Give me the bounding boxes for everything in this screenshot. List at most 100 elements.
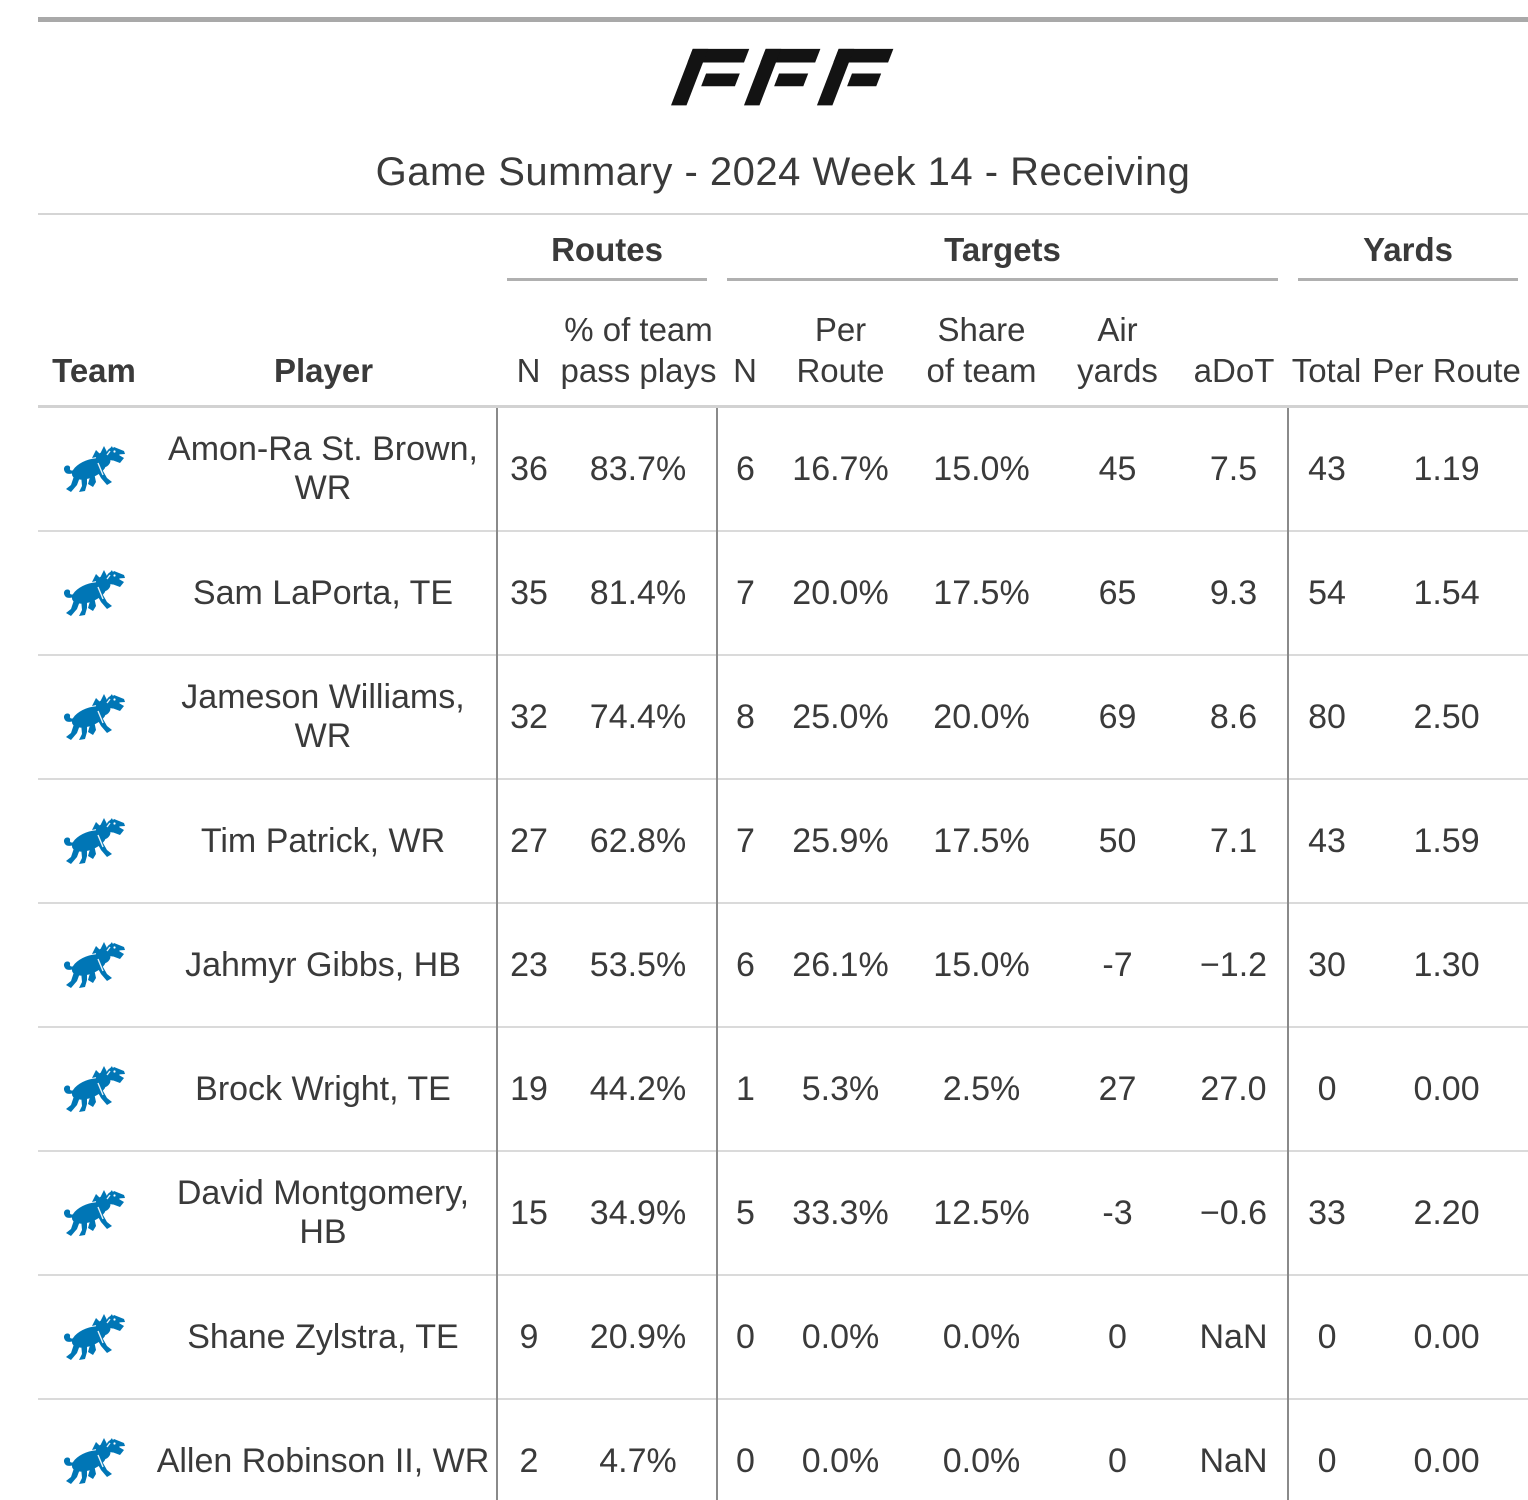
column-header-player: Player	[150, 281, 497, 408]
table-row: Sam LaPorta, TE 35 81.4% 7 20.0% 17.5% 6…	[38, 530, 1528, 655]
yards-per-route-cell: 2.50	[1365, 654, 1528, 779]
table-row: Amon-Ra St. Brown, WR 36 83.7% 6 16.7% 1…	[38, 406, 1528, 532]
routes-pct-cell: 53.5%	[560, 902, 717, 1027]
yards-underline	[1298, 278, 1519, 281]
share-cell: 20.0%	[908, 654, 1055, 779]
share-cell: 17.5%	[908, 530, 1055, 655]
targets-n-cell: 0	[716, 1274, 773, 1399]
pff-logo	[38, 22, 1528, 138]
share-cell: 0.0%	[908, 1274, 1055, 1399]
adot-cell: 7.5	[1209, 449, 1258, 488]
detroit-lions-logo-icon	[63, 1190, 125, 1236]
air-yards-cell: 27	[1055, 1026, 1180, 1151]
share-cell: 17.5%	[908, 778, 1055, 903]
detroit-lions-logo-icon	[63, 1314, 125, 1360]
routes-pct-cell: 81.4%	[560, 530, 717, 655]
yards-per-route-cell: 0.00	[1365, 1398, 1528, 1500]
routes-n-cell: 19	[496, 1026, 560, 1151]
yards-per-route-cell: 1.19	[1413, 449, 1480, 488]
detroit-lions-logo-icon	[63, 1438, 125, 1484]
yards-per-route-cell: 1.59	[1365, 778, 1528, 903]
targets-n-cell: 7	[716, 778, 773, 903]
player-cell: Allen Robinson II, WR	[150, 1398, 497, 1500]
detroit-lions-logo-icon	[63, 570, 125, 616]
team-cell	[38, 530, 150, 655]
group-header-targets: Targets	[717, 215, 1288, 281]
routes-pct-cell: 62.8%	[560, 778, 717, 903]
share-cell: 0.0%	[908, 1398, 1055, 1500]
per-route-cell: 25.9%	[773, 778, 908, 903]
adot-cell: NaN	[1180, 1274, 1289, 1399]
routes-pct-cell: 74.4%	[560, 654, 717, 779]
column-header-total: Total	[1288, 281, 1366, 408]
team-cell	[38, 407, 150, 532]
detroit-lions-logo-icon	[63, 694, 125, 740]
column-header-adot: aDoT	[1180, 281, 1289, 408]
share-cell: 2.5%	[908, 1026, 1055, 1151]
player-cell: Jahmyr Gibbs, HB	[150, 902, 497, 1027]
player-cell: Tim Patrick, WR	[150, 778, 497, 903]
share-cell: 15.0%	[933, 449, 1030, 488]
total-cell: 80	[1287, 654, 1366, 779]
table-row: Jahmyr Gibbs, HB 23 53.5% 6 26.1% 15.0% …	[38, 902, 1528, 1027]
detroit-lions-logo-icon	[63, 1066, 125, 1112]
pff-logo-icon	[671, 48, 894, 106]
column-header-yards-per-route: Per Route	[1365, 281, 1528, 408]
detroit-lions-logo-icon	[63, 942, 125, 988]
player-cell: Shane Zylstra, TE	[150, 1274, 497, 1399]
routes-n-cell: 32	[496, 654, 560, 779]
table-row: Tim Patrick, WR 27 62.8% 7 25.9% 17.5% 5…	[38, 778, 1528, 903]
column-header-routes-n: N	[497, 281, 560, 408]
air-yards-cell: 69	[1055, 654, 1180, 779]
player-cell: Brock Wright, TE	[150, 1026, 497, 1151]
team-cell	[38, 1150, 150, 1275]
column-header-air-yards: Air yards	[1055, 281, 1180, 408]
routes-n-cell: 35	[496, 530, 560, 655]
air-yards-cell: -3	[1055, 1150, 1180, 1275]
title-rule	[38, 213, 1528, 215]
team-cell	[38, 654, 150, 779]
yards-per-route-cell: 2.20	[1365, 1150, 1528, 1275]
column-header-targets-n: N	[717, 281, 773, 408]
per-route-cell: 20.0%	[773, 530, 908, 655]
total-cell: 43	[1287, 778, 1366, 903]
table-row: David Montgomery, HB 15 34.9% 5 33.3% 12…	[38, 1150, 1528, 1275]
routes-underline	[507, 278, 707, 281]
per-route-cell: 0.0%	[773, 1398, 908, 1500]
routes-n-cell: 9	[496, 1274, 560, 1399]
air-yards-cell: 0	[1055, 1274, 1180, 1399]
air-yards-cell: 50	[1055, 778, 1180, 903]
air-yards-cell: -7	[1055, 902, 1180, 1027]
detroit-lions-logo-icon	[63, 446, 125, 492]
air-yards-cell: 45	[1098, 449, 1137, 488]
page-title: Game Summary - 2024 Week 14 - Receiving	[375, 150, 1191, 194]
adot-cell: −0.6	[1180, 1150, 1289, 1275]
adot-cell: 8.6	[1180, 654, 1289, 779]
column-header-share: Share of team	[908, 281, 1055, 408]
total-cell: 33	[1287, 1150, 1366, 1275]
team-cell	[38, 1398, 150, 1500]
per-route-cell: 33.3%	[773, 1150, 908, 1275]
adot-cell: 7.1	[1180, 778, 1289, 903]
table-row: Brock Wright, TE 19 44.2% 1 5.3% 2.5% 27…	[38, 1026, 1528, 1151]
team-cell	[38, 902, 150, 1027]
group-header-spacer	[38, 215, 497, 281]
routes-pct-cell: 4.7%	[560, 1398, 717, 1500]
per-route-cell: 5.3%	[773, 1026, 908, 1151]
targets-n-cell: 1	[716, 1026, 773, 1151]
per-route-cell: 26.1%	[773, 902, 908, 1027]
routes-pct-cell: 44.2%	[560, 1026, 717, 1151]
adot-cell: NaN	[1180, 1398, 1289, 1500]
yards-per-route-cell: 1.30	[1365, 902, 1528, 1027]
targets-n-cell: 5	[716, 1150, 773, 1275]
total-cell: 54	[1287, 530, 1366, 655]
targets-n-cell: 7	[716, 530, 773, 655]
total-cell: 0	[1287, 1026, 1366, 1151]
column-header-routes-pct: % of team pass plays	[560, 281, 717, 408]
adot-cell: 9.3	[1180, 530, 1289, 655]
routes-n-cell: 27	[496, 778, 560, 903]
routes-pct-cell: 20.9%	[560, 1274, 717, 1399]
total-cell: 0	[1287, 1274, 1366, 1399]
player-cell: Amon-Ra St. Brown, WR	[168, 430, 478, 507]
table-row: Jameson Williams, WR 32 74.4% 8 25.0% 20…	[38, 654, 1528, 779]
